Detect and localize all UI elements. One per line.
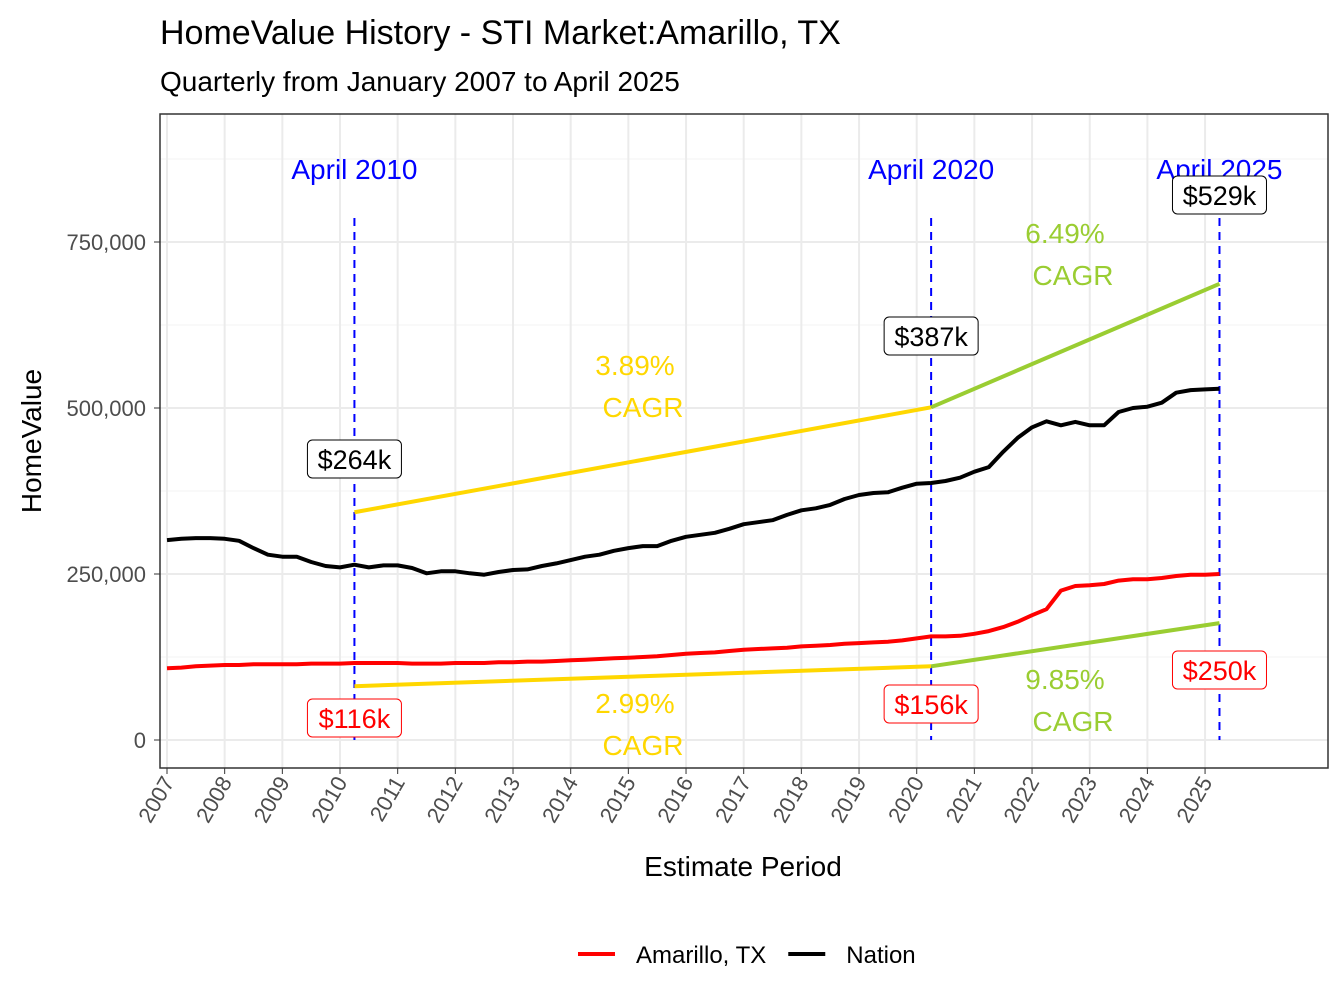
cagr-label: CAGR [1033, 260, 1114, 291]
series-lines [166, 281, 1221, 689]
x-tick-label: 2020 [883, 772, 929, 827]
x-tick-label: 2014 [537, 772, 583, 827]
chart-title: HomeValue History - STI Market:Amarillo,… [160, 14, 841, 52]
value-label: $264k [318, 445, 392, 475]
x-tick-label: 2025 [1171, 772, 1217, 827]
x-tick-label: 2010 [306, 772, 352, 827]
value-label: $529k [1183, 181, 1257, 211]
cagr-rate-label: 2.99% [595, 688, 674, 719]
x-tick-label: 2018 [768, 772, 814, 827]
legend-label: Nation [846, 942, 915, 969]
cagr-trend-line [354, 405, 932, 515]
cagr-label: CAGR [1033, 706, 1114, 737]
cagr-trend-line [930, 281, 1221, 410]
x-tick-label: 2016 [652, 772, 698, 827]
x-tick-label: 2011 [365, 772, 410, 825]
x-tick-label: 2022 [998, 772, 1044, 827]
x-tick-label: 2009 [249, 772, 295, 827]
event-label: April 2020 [868, 154, 994, 185]
x-tick-label: 2019 [825, 772, 871, 827]
event-label: April 2010 [291, 154, 417, 185]
legend-label: Amarillo, TX [636, 942, 766, 969]
cagr-trend-line [354, 664, 932, 689]
cagr-label: CAGR [603, 730, 684, 761]
x-axis-title: Estimate Period [644, 851, 842, 882]
cagr-label: CAGR [603, 392, 684, 423]
cagr-rate-label: 6.49% [1025, 218, 1104, 249]
cagr-rate-label: 9.85% [1025, 664, 1104, 695]
x-tick-label: 2008 [191, 772, 237, 827]
chart-subtitle: Quarterly from January 2007 to April 202… [160, 66, 680, 97]
value-label-box [883, 684, 979, 724]
y-tick-label: 500,000 [66, 396, 146, 421]
series-line-nation [166, 386, 1220, 577]
cagr-trend-line [930, 621, 1220, 669]
value-label-box [883, 316, 979, 356]
x-tick-label: 2015 [595, 772, 641, 827]
x-tick-label: 2023 [1056, 772, 1102, 827]
value-label: $116k [319, 704, 391, 734]
value-label: $387k [894, 322, 968, 352]
legend: Amarillo, TX Nation [578, 942, 916, 969]
y-tick-label: 250,000 [66, 562, 146, 587]
x-tick-label: 2012 [422, 772, 468, 827]
x-tick-label: 2021 [941, 772, 987, 827]
y-tick-label: 0 [134, 728, 146, 753]
value-label-box [306, 439, 402, 479]
cagr-rate-label: 3.89% [595, 350, 674, 381]
value-label: $156k [894, 690, 968, 720]
value-label-box [306, 698, 402, 738]
annotations: April 2010 April 2020 April 20253.89%CAGR6… [291, 154, 1282, 761]
y-axis-title: HomeValue [16, 369, 47, 513]
y-tick-label: 750,000 [66, 230, 146, 255]
x-tick-label: 2007 [133, 772, 179, 827]
value-label-box [1171, 175, 1267, 215]
series-line-amarillo-tx [166, 572, 1220, 671]
value-label-box [1171, 650, 1267, 690]
x-tick-label: 2013 [479, 772, 525, 827]
x-tick-label: 2017 [710, 772, 756, 827]
value-label: $250k [1183, 656, 1257, 686]
x-tick-label: 2024 [1114, 772, 1160, 827]
